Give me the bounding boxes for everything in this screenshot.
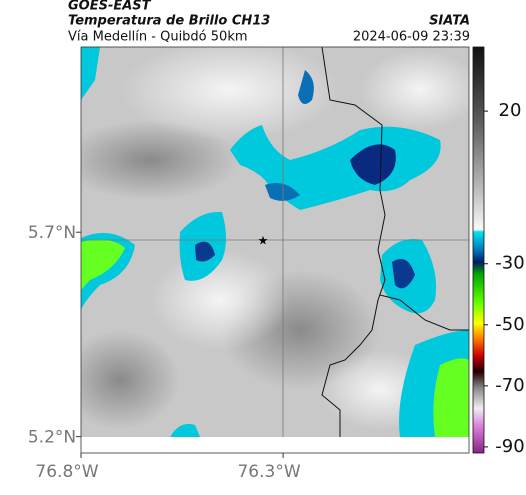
route-marker: ★ <box>258 234 269 248</box>
colorbar-label: -30 <box>495 253 524 274</box>
satellite-image: ★ <box>81 47 469 437</box>
timestamp: 2024-06-09 23:39 <box>353 30 470 45</box>
lat-label: 5.7°N <box>28 223 76 243</box>
colorbar-label: -70 <box>495 375 524 396</box>
route: Vía Medellín - Quibdó 50km <box>68 30 248 45</box>
lat-label: 5.2°N <box>28 428 76 448</box>
colorbar <box>472 46 485 454</box>
lon-label: 76.8°W <box>35 462 98 482</box>
map-frame <box>80 46 470 454</box>
source: SIATA <box>429 14 470 29</box>
satellite: GOES-EAST <box>68 0 152 14</box>
colorbar-label: -90 <box>495 436 524 457</box>
lon-label: 76.3°W <box>237 462 300 482</box>
product: Temperatura de Brillo CH13 <box>68 14 270 29</box>
colorbar-label: 20 <box>499 100 522 121</box>
colorbar-label: -50 <box>495 314 524 335</box>
